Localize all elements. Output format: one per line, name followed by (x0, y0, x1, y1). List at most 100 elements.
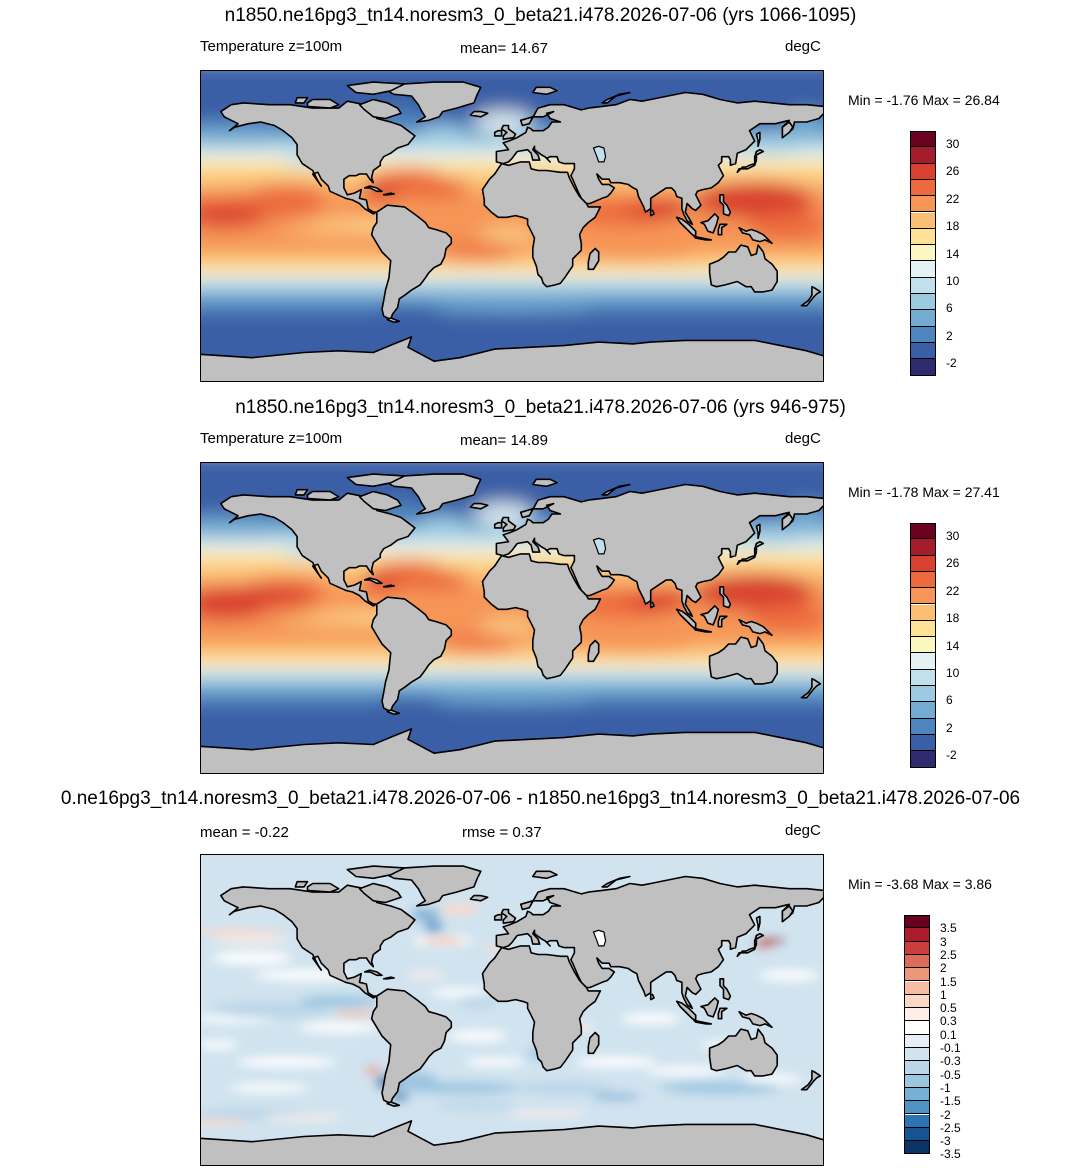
landmass-hispaniola (382, 976, 395, 980)
landmass-java (693, 1019, 713, 1025)
landmass-ireland (493, 913, 503, 921)
colorbar-tick-label: 6 (946, 301, 953, 316)
landmass-svalbard (531, 86, 558, 96)
colorbar-tick-label: 0.5 (940, 1001, 957, 1016)
colorbar-tick-label: 10 (946, 274, 960, 288)
colorbar-tick-label: -3 (940, 1134, 951, 1149)
landmass-britain (500, 124, 517, 141)
min-max-label: Min = -1.78 Max = 27.41 (848, 484, 1000, 500)
landmass-cuba (363, 969, 383, 977)
landmass-africa (481, 161, 602, 288)
colorbar-tick-label: 0.1 (940, 1027, 957, 1042)
colorbar-swatch (910, 245, 936, 262)
landmass-kamchatka (781, 121, 794, 139)
landmass-new-guinea (738, 226, 773, 245)
colorbar-tick-label: -0.5 (940, 1067, 961, 1082)
landmass-tierra-del-fuego (386, 317, 401, 323)
variable-label: Temperature z=100m (200, 430, 343, 447)
colorbar-swatch (904, 1034, 930, 1048)
colorbar-swatch (904, 1141, 930, 1155)
landmass-novaya-zemlya (601, 91, 631, 104)
colorbar-swatch (910, 342, 936, 360)
colorbar-tick-label: 1.5 (940, 974, 957, 989)
landmass-madagascar (587, 1031, 600, 1055)
landmass-madagascar (587, 247, 600, 271)
colorbar-tick-label: -1.5 (940, 1094, 961, 1109)
landmass-antarctica (200, 1120, 824, 1166)
landmass-hokkaido-sakhalin (755, 131, 761, 148)
colorbar-tick-label: -2.5 (940, 1120, 961, 1135)
landmass-hispaniola (382, 584, 395, 588)
landmass-britain (500, 908, 517, 925)
colorbar-frame (910, 131, 936, 376)
colorbar-swatch (904, 1021, 930, 1035)
colorbar-swatch (910, 277, 936, 294)
landmass-new-zealand (800, 677, 822, 699)
landmass-australia (708, 1028, 779, 1077)
landmass-baffin-island (358, 882, 402, 904)
landmass-south-america (370, 204, 453, 321)
colorbar-tick-label: 3 (940, 934, 947, 949)
colorbar-swatch (904, 928, 930, 942)
colorbar-tick-label: -3.5 (940, 1147, 961, 1162)
colorbar-swatch (910, 261, 936, 278)
colorbar-swatch (910, 228, 936, 246)
landmass-borneo (700, 997, 720, 1018)
landmass-hokkaido-sakhalin (755, 523, 761, 540)
landmass-south-america (370, 596, 453, 713)
landmass-philippines (719, 978, 732, 1001)
colorbar-tick-label: -2 (946, 356, 957, 371)
mean-label: mean = -0.22 (200, 824, 289, 841)
colorbar-swatch (910, 131, 936, 148)
colorbar-swatch (910, 539, 936, 556)
colorbar-tick-label: 30 (946, 137, 960, 151)
colorbar-swatch (904, 1127, 930, 1142)
landmass-banks-island (294, 96, 309, 104)
colorbar-swatch (910, 523, 936, 540)
landmass-philippines (719, 194, 732, 217)
landmass-sulawesi (717, 223, 728, 236)
colorbar-swatch (904, 954, 930, 969)
colorbar-tick-label: 14 (946, 638, 960, 653)
units-label: degC (785, 822, 821, 839)
colorbar-swatch (910, 294, 936, 311)
colorbar-tick-label: 22 (946, 191, 960, 206)
landmass-eurasia (495, 875, 824, 1010)
colorbar-swatch (910, 718, 936, 735)
landmass-svalbard (531, 870, 558, 880)
colorbar-tick-label: -1 (940, 1080, 951, 1095)
landmass-java (693, 235, 713, 241)
colorbar-tick-label: 18 (946, 219, 960, 234)
mean-label: mean= 14.67 (460, 40, 548, 57)
colorbar-swatch (910, 620, 936, 638)
landmass-ellesmere-island (346, 81, 406, 96)
landmass-eurasia (495, 91, 824, 226)
landmass-greenland (386, 473, 482, 515)
colorbar-swatch (904, 1101, 930, 1115)
panel-difference: 0.ne16pg3_tn14.noresm3_0_beta21.i478.202… (0, 784, 1081, 1176)
landmass-borneo (700, 605, 720, 626)
landmass-iceland (469, 894, 489, 902)
landmass-australia (708, 636, 779, 685)
variable-label: Temperature z=100m (200, 38, 343, 55)
colorbar-swatch (910, 147, 936, 164)
colorbar-swatch (910, 571, 936, 589)
colorbar-swatch (910, 326, 936, 343)
landmass-africa (481, 945, 602, 1072)
landmass-japan (736, 148, 765, 174)
landmass-java (693, 627, 713, 633)
colorbar-swatch (904, 915, 930, 929)
landmass-borneo (700, 213, 720, 234)
colorbar-swatch (910, 653, 936, 670)
min-max-label: Min = -3.68 Max = 3.86 (848, 876, 992, 892)
colorbar-swatch (910, 196, 936, 213)
colorbar-swatch (904, 1008, 930, 1022)
colorbar-swatch (910, 163, 936, 180)
colorbar-tick-label: 10 (946, 666, 960, 680)
colorbar-swatch (904, 1114, 930, 1128)
landmass-hokkaido-sakhalin (755, 915, 761, 932)
colorbar-swatch (910, 310, 936, 327)
temperature-map (200, 462, 824, 774)
units-label: degC (785, 38, 821, 55)
colorbar-tick-label: 18 (946, 611, 960, 626)
